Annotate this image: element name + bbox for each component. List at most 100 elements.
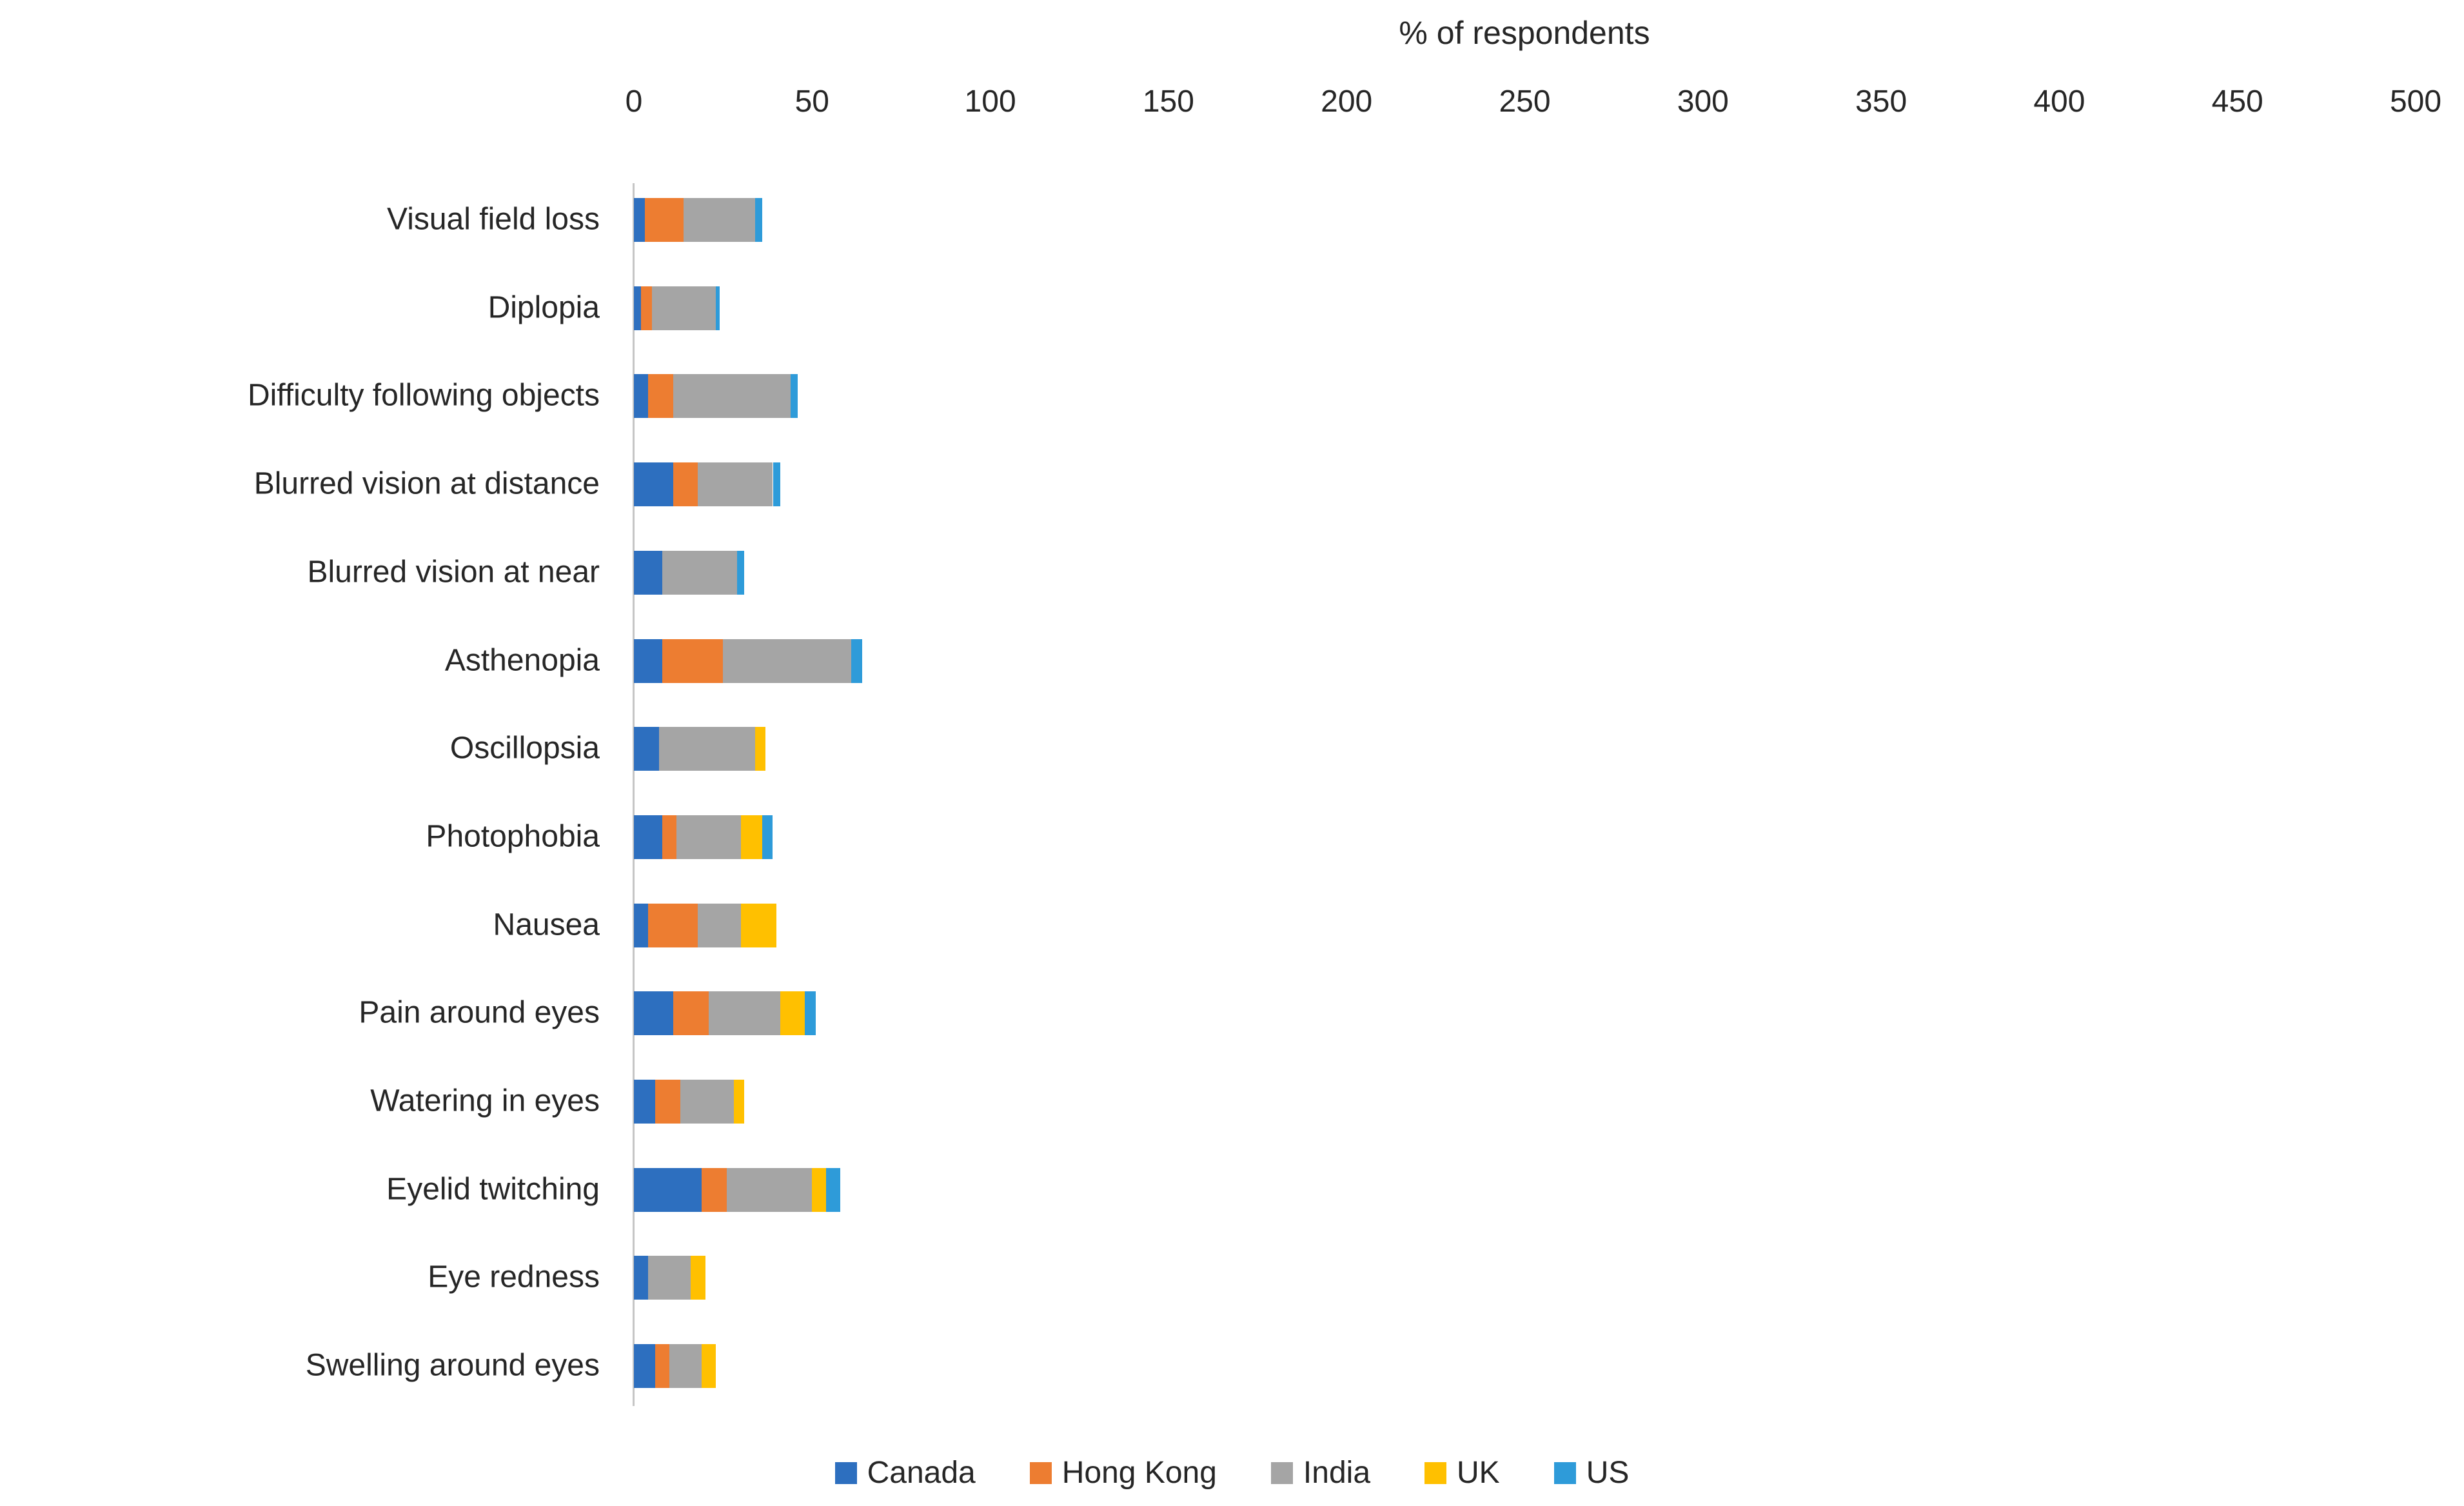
category-label-visual-field-loss: Visual field loss [387,202,600,237]
bar-segment-canada [634,815,663,859]
bar-segment-us [737,550,745,595]
category-label-blurred-vision-at-near: Blurred vision at near [307,555,600,590]
bar-segment-us [791,374,798,419]
legend-label-canada: Canada [867,1456,976,1490]
bar-segment-hong-kong [673,462,698,507]
bar-segment-hong-kong [655,1344,670,1389]
chart-title: % of respondents [1399,15,1650,51]
bar-segment-us [851,639,862,683]
bar-segment-india [673,374,791,419]
legend-swatch-uk [1424,1461,1447,1484]
category-label-oscillopsia: Oscillopsia [449,731,600,766]
bar-segment-india [658,727,755,771]
legend-item-hong-kong: Hong Kong [1029,1455,1217,1491]
bar-segment-canada [634,727,659,771]
bar-segment-uk [754,727,766,771]
x-tick-label-0: 0 [625,84,643,119]
category-label-swelling-around-eyes: Swelling around eyes [305,1348,600,1383]
legend-item-canada: Canada [834,1455,976,1491]
category-label-eye-redness: Eye redness [428,1260,600,1294]
legend-item-india: India [1270,1455,1371,1491]
x-tick-label-150: 150 [1142,84,1194,119]
bar-segment-uk [691,1256,705,1300]
bar-segment-canada [634,374,649,419]
legend-swatch-hong-kong [1029,1461,1052,1484]
bar-segment-india [669,1344,702,1389]
bar-segment-us [754,198,762,242]
bar-segment-india [676,815,741,859]
bar-segment-hong-kong [673,991,709,1036]
x-tick-label-500: 500 [2389,84,2442,119]
bar-segment-india [726,1167,813,1212]
bar-segment-canada [634,639,663,683]
bar-segment-uk [701,1344,716,1389]
x-tick-label-100: 100 [964,84,1016,119]
bar-segment-canada [634,1344,656,1389]
x-tick-label-450: 450 [2211,84,2263,119]
category-label-photophobia: Photophobia [426,819,600,854]
bar-segment-uk [740,815,762,859]
bar-segment-india [651,286,716,330]
legend-item-us: US [1553,1455,1630,1491]
bar-segment-hong-kong [662,639,724,683]
category-label-diplopia: Diplopia [488,290,600,325]
category-label-asthenopia: Asthenopia [444,643,600,678]
bar-segment-uk [780,991,805,1036]
bar-segment-us [762,815,773,859]
bar-segment-india [723,639,852,683]
x-tick-label-300: 300 [1677,84,1729,119]
x-tick-label-200: 200 [1321,84,1373,119]
category-label-difficulty-following-objects: Difficulty following objects [247,378,600,413]
bar-segment-canada [634,550,663,595]
bar-segment-india [709,991,780,1036]
bar-segment-hong-kong [655,1080,680,1124]
bar-segment-india [684,198,755,242]
legend-item-uk: UK [1424,1455,1500,1491]
category-label-watering-in-eyes: Watering in eyes [370,1084,600,1118]
category-label-pain-around-eyes: Pain around eyes [359,995,600,1030]
bar-segment-hong-kong [662,815,677,859]
legend-label-india: India [1303,1456,1371,1490]
bar-segment-india [662,550,738,595]
bar-segment-hong-kong [701,1167,727,1212]
bar-segment-hong-kong [641,286,652,330]
bar-segment-india [698,903,741,947]
x-tick-label-250: 250 [1499,84,1551,119]
bar-segment-uk [733,1080,745,1124]
bar-segment-canada [634,903,649,947]
bar-segment-us [716,286,720,330]
legend-label-uk: UK [1457,1456,1500,1490]
bar-segment-hong-kong [644,198,684,242]
bar-segment-us [805,991,816,1036]
legend-swatch-india [1270,1461,1293,1484]
bar-segment-canada [634,1256,649,1300]
bar-segment-canada [634,286,642,330]
bar-segment-canada [634,991,673,1036]
x-tick-label-50: 50 [794,84,829,119]
category-label-nausea: Nausea [493,907,600,942]
legend-label-hong-kong: Hong Kong [1061,1456,1217,1490]
category-label-blurred-vision-at-distance: Blurred vision at distance [253,466,600,501]
legend-swatch-us [1553,1461,1576,1484]
legend-swatch-canada [834,1461,857,1484]
bar-segment-hong-kong [648,374,673,419]
bar-segment-uk [812,1167,827,1212]
category-label-eyelid-twitching: Eyelid twitching [386,1172,600,1207]
bar-segment-hong-kong [648,903,698,947]
legend: Canada Hong Kong India UK US [0,1455,2464,1491]
x-tick-label-400: 400 [2033,84,2085,119]
bar-segment-us [826,1167,841,1212]
bar-segment-canada [634,1167,702,1212]
x-tick-label-350: 350 [1855,84,1907,119]
bar-segment-india [698,462,773,507]
bar-segment-india [680,1080,734,1124]
bar-segment-canada [634,462,673,507]
bar-segment-canada [634,1080,656,1124]
y-axis-line [633,183,635,1406]
bar-segment-uk [740,903,777,947]
bar-segment-us [773,462,780,507]
bar-segment-canada [634,198,645,242]
bar-segment-india [648,1256,691,1300]
legend-label-us: US [1586,1456,1630,1490]
